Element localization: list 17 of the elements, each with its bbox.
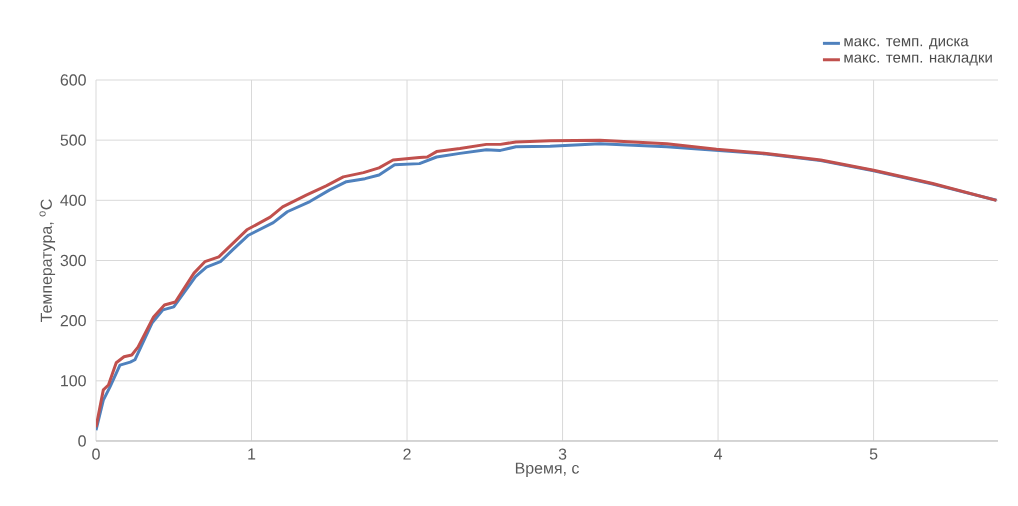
x-tick-label: 3	[558, 448, 567, 460]
y-tick-label: 0	[78, 435, 86, 447]
y-tick-label: 400	[60, 194, 86, 206]
x-tick-label: 0	[92, 448, 100, 460]
legend-label: макс. темп. диска	[844, 38, 969, 50]
y-axis-title: Температура, $^{o}$C	[39, 199, 56, 322]
legend-label: макс. темп. накладки	[844, 54, 992, 66]
y-tick-label: 600	[60, 74, 86, 86]
y-tick-label: 500	[60, 134, 86, 146]
y-tick-label: 300	[60, 254, 86, 267]
y-tick-label: 200	[60, 315, 86, 327]
x-tick-label: 4	[714, 448, 723, 460]
y-tick-label: 100	[61, 375, 86, 387]
x-tick-label: 2	[403, 448, 411, 460]
x-tick-label: 1	[248, 448, 256, 460]
x-axis-title: Время, с	[515, 462, 579, 477]
x-tick-label: 5	[869, 448, 878, 460]
